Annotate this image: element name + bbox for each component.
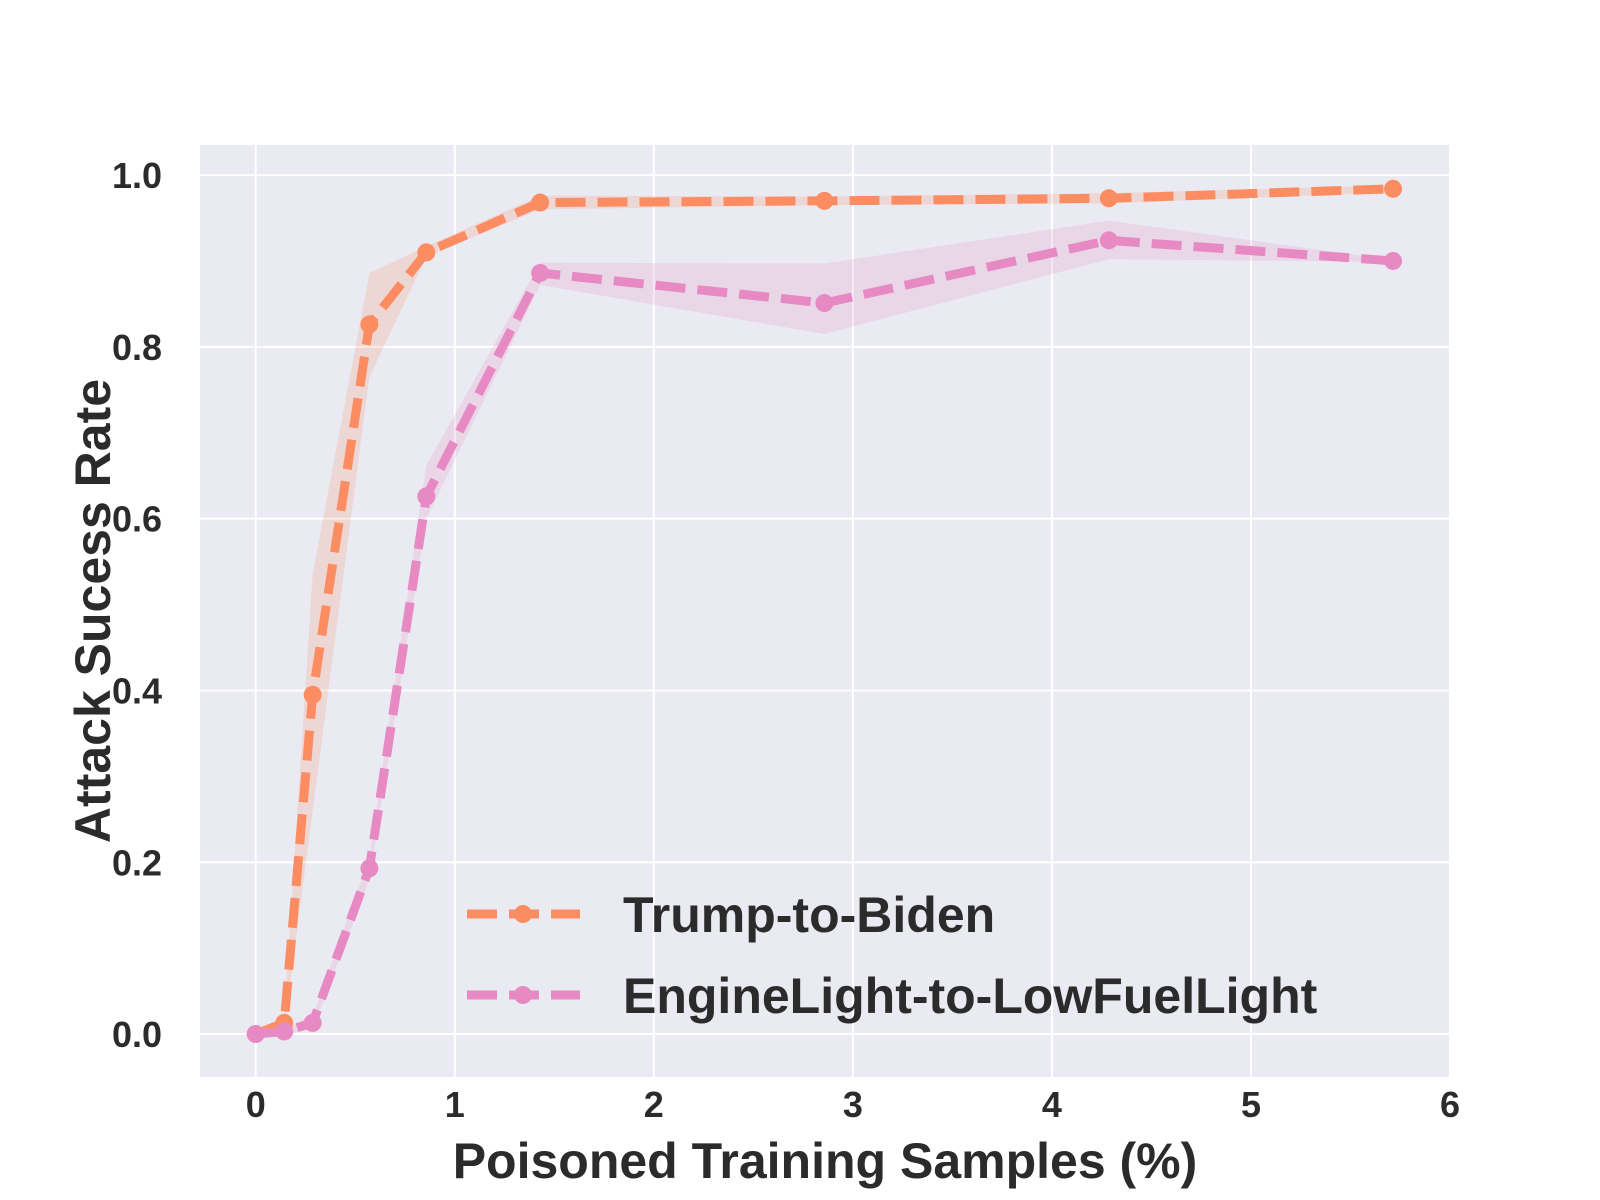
point-enginelight-to-lowfuellight [360, 859, 379, 878]
point-enginelight-to-lowfuellight [275, 1022, 294, 1041]
point-trump-to-biden [1384, 179, 1403, 198]
x-tick-label: 1 [445, 1084, 465, 1125]
y-axis-title: Attack Sucess Rate [65, 379, 121, 843]
point-enginelight-to-lowfuellight [1099, 231, 1118, 250]
y-tick-label: 0.8 [112, 327, 162, 368]
legend-label-enginelight-to-lowfuellight: EngineLight-to-LowFuelLight [623, 968, 1318, 1024]
y-tick-label: 0.4 [112, 670, 162, 711]
point-trump-to-biden [303, 685, 322, 704]
point-enginelight-to-lowfuellight [1384, 251, 1403, 270]
x-tick-label: 4 [1042, 1084, 1062, 1125]
x-tick-label: 6 [1440, 1084, 1460, 1125]
point-enginelight-to-lowfuellight [303, 1013, 322, 1032]
point-trump-to-biden [531, 193, 550, 212]
point-enginelight-to-lowfuellight [531, 263, 550, 282]
series-lines [246, 179, 1403, 1044]
point-enginelight-to-lowfuellight [246, 1025, 265, 1044]
y-tick-labels: 0.0 0.2 0.4 0.6 0.8 1.0 [112, 155, 162, 1055]
legend-marker-enginelight-to-lowfuellight [514, 986, 532, 1004]
y-tick-label: 1.0 [112, 155, 162, 196]
grid-lines [200, 145, 1451, 1077]
point-trump-to-biden [815, 191, 834, 210]
legend-marker-trump-to-biden [514, 905, 532, 923]
x-tick-label: 0 [246, 1084, 266, 1125]
x-tick-label: 2 [644, 1084, 664, 1125]
x-tick-labels: 0 1 2 3 4 5 6 [246, 1084, 1460, 1125]
legend-label-trump-to-biden: Trump-to-Biden [623, 887, 995, 943]
x-axis-title: Poisoned Training Samples (%) [453, 1133, 1198, 1189]
x-tick-label: 5 [1241, 1084, 1261, 1125]
point-trump-to-biden [417, 243, 436, 262]
legend: Trump-to-Biden EngineLight-to-LowFuelLig… [467, 887, 1318, 1024]
point-enginelight-to-lowfuellight [815, 294, 834, 313]
x-tick-label: 3 [843, 1084, 863, 1125]
y-tick-label: 0.0 [112, 1014, 162, 1055]
point-enginelight-to-lowfuellight [417, 487, 436, 506]
y-tick-label: 0.6 [112, 499, 162, 540]
y-tick-label: 0.2 [112, 842, 162, 883]
point-trump-to-biden [1099, 189, 1118, 208]
point-trump-to-biden [360, 315, 379, 334]
